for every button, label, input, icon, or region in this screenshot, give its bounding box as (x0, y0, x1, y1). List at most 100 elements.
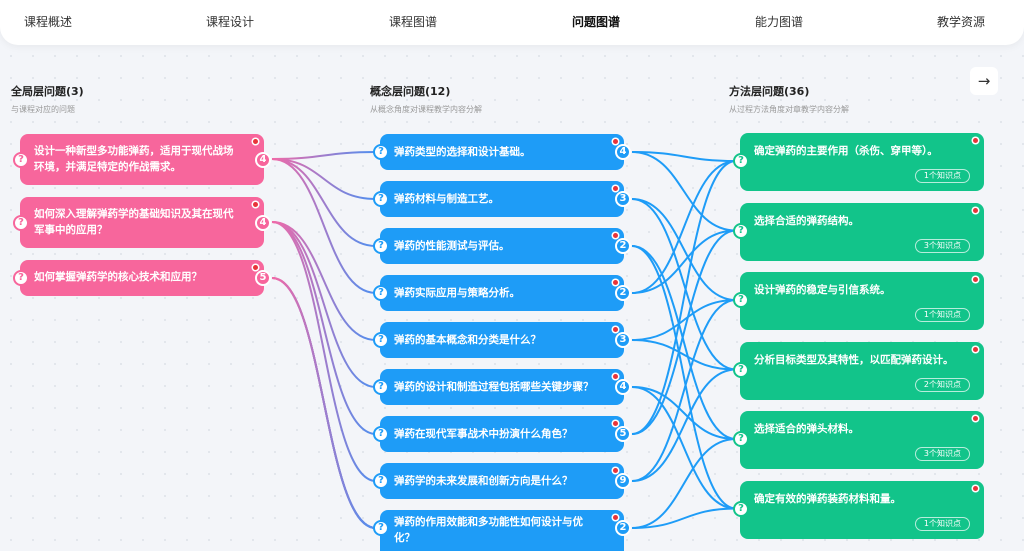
concept-question-card[interactable]: ? 弹药的作用效能和多功能性如何设计与优化？ 2 (373, 510, 631, 551)
status-dot (253, 139, 258, 144)
link-line (631, 160, 737, 435)
question-icon: ? (373, 379, 389, 395)
knowledge-point-count[interactable]: 3个知识点 (914, 447, 970, 461)
tab-question-graph[interactable]: 问题图谱 (572, 15, 621, 29)
tab-course-overview[interactable]: 课程概述 (24, 15, 73, 29)
question-icon: ? (373, 285, 389, 301)
question-text: 弹药的设计和制造过程包括哪些关键步骤？ (394, 381, 594, 393)
knowledge-point-count[interactable]: 2个知识点 (914, 377, 970, 392)
tab-course-design[interactable]: 课程设计 (206, 15, 255, 29)
link-line (631, 438, 737, 529)
link-line (631, 245, 737, 510)
child-count-badge[interactable]: 2 (615, 520, 631, 536)
child-count-badge[interactable]: 4 (255, 214, 271, 231)
link-line (271, 221, 377, 435)
concept-question-card[interactable]: ? 弹药的性能测试与评估。 2 (373, 228, 631, 264)
child-count-badge[interactable]: 3 (615, 191, 631, 207)
question-text: 弹药实际应用与策略分析。 (394, 287, 520, 299)
concept-question-card[interactable]: ? 弹药类型的选择和设计基础。 4 (373, 134, 631, 170)
question-icon: ? (373, 426, 389, 442)
link-line (631, 229, 737, 435)
link-line (631, 151, 737, 232)
link-line (631, 299, 737, 482)
question-text: 设计一种新型多功能弹药，适用于现代战场环境，并满足特定的作战需求。 (34, 145, 234, 173)
question-text: 确定有效的弹药装药材料和量。 (754, 492, 901, 505)
method-question-card[interactable]: ? 确定有效的弹药装药材料和量。 1个知识点 (733, 480, 984, 539)
question-text: 弹药类型的选择和设计基础。 (394, 146, 531, 158)
next-arrow-button[interactable]: → (970, 67, 998, 95)
knowledge-point-count[interactable]: 3个知识点 (914, 238, 970, 253)
column-title-method: 方法层问题(36) (729, 85, 810, 98)
knowledge-point-count[interactable]: 1个知识点 (914, 516, 970, 531)
link-line (631, 386, 737, 440)
question-text: 弹药在现代军事战术中扮演什么角色？ (394, 428, 573, 440)
link-line (631, 245, 737, 440)
status-dot (613, 374, 618, 379)
question-text: 弹药的性能测试与评估。 (394, 240, 510, 252)
question-text: 如何掌握弹药学的核心技术和应用？ (34, 271, 202, 283)
link-line (631, 507, 737, 529)
question-icon: ? (733, 153, 749, 169)
column-title-concept: 概念层问题(12) (370, 85, 451, 98)
question-icon: ? (733, 292, 749, 308)
concept-question-card[interactable]: ? 弹药实际应用与策略分析。 2 (373, 275, 631, 311)
method-question-card[interactable]: ? 设计弹药的稳定与引信系统。 1个知识点 (733, 272, 984, 330)
link-line (271, 221, 377, 341)
method-question-card[interactable]: ? 选择合适的弹药结构。 3个知识点 (733, 202, 984, 261)
method-question-card[interactable]: ? 确定弹药的主要作用（杀伤、穿甲等）。 1个知识点 (733, 133, 984, 191)
link-line (631, 229, 737, 294)
tab-ability-graph[interactable]: 能力图谱 (755, 15, 804, 29)
status-dot (973, 346, 978, 352)
column-title-global: 全局层问题(3) (11, 85, 84, 98)
question-icon: ? (373, 332, 389, 348)
global-question-card[interactable]: ? 如何掌握弹药学的核心技术和应用？ 5 (13, 260, 271, 296)
child-count-badge[interactable]: 2 (615, 238, 631, 254)
child-count-badge[interactable]: 4 (615, 379, 631, 395)
child-count-badge[interactable]: 4 (615, 144, 631, 160)
column-subtitle-concept: 从概念角度对课程教学内容分解 (370, 105, 482, 114)
status-dot (613, 468, 618, 473)
tab-course-graph[interactable]: 课程图谱 (389, 15, 438, 29)
child-count-badge[interactable]: 4 (255, 151, 271, 168)
knowledge-point-count[interactable]: 1个知识点 (914, 169, 970, 183)
child-count-badge[interactable]: 3 (615, 332, 631, 348)
knowledge-point-count[interactable]: 1个知识点 (914, 308, 970, 322)
concept-question-card[interactable]: ? 弹药在现代军事战术中扮演什么角色？ 5 (373, 416, 631, 452)
link-line (271, 221, 377, 388)
column-subtitle-global: 与课程对应的问题 (11, 105, 75, 114)
concept-question-card[interactable]: ? 弹药学的未来发展和创新方向是什么？ 9 (373, 463, 631, 499)
question-text: 弹药的基本概念和分类是什么？ (394, 334, 541, 346)
question-icon: ? (13, 151, 29, 168)
question-icon: ? (373, 520, 389, 536)
question-icon: ? (373, 473, 389, 489)
status-dot (613, 233, 618, 238)
child-count-badge[interactable]: 5 (255, 270, 271, 286)
status-dot (973, 416, 978, 421)
link-line (271, 158, 377, 294)
child-count-badge[interactable]: 5 (615, 426, 631, 442)
question-text: 确定弹药的主要作用（杀伤、穿甲等）。 (754, 145, 938, 157)
status-dot (973, 485, 978, 491)
status-dot (613, 280, 618, 285)
method-question-card[interactable]: ? 分析目标类型及其特性，以匹配弹药设计。 2个知识点 (733, 341, 984, 400)
question-icon: ? (733, 431, 749, 447)
column-subtitle-method: 从过程方法角度对章教学内容分解 (729, 105, 849, 114)
link-line (271, 221, 377, 482)
question-text: 设计弹药的稳定与引信系统。 (754, 284, 891, 296)
method-question-card[interactable]: ? 选择适合的弹头材料。 3个知识点 (733, 411, 984, 469)
child-count-badge[interactable]: 2 (615, 285, 631, 301)
tab-teaching-resources[interactable]: 教学资源 (937, 15, 986, 29)
question-text: 分析目标类型及其特性，以匹配弹药设计。 (754, 353, 954, 366)
concept-question-card[interactable]: ? 弹药的基本概念和分类是什么？ 3 (373, 322, 631, 358)
question-icon: ? (373, 191, 389, 207)
question-text: 选择适合的弹头材料。 (754, 423, 859, 435)
status-dot (613, 139, 618, 144)
child-count-badge[interactable]: 9 (615, 473, 631, 489)
global-question-card[interactable]: ? 如何深入理解弹药学的基础知识及其在现代军事中的应用？ 4 (13, 197, 271, 248)
concept-question-card[interactable]: ? 弹药的设计和制造过程包括哪些关键步骤？ 4 (373, 369, 631, 405)
question-text: 弹药学的未来发展和创新方向是什么？ (394, 475, 573, 487)
link-line (631, 386, 737, 510)
global-question-card[interactable]: ? 设计一种新型多功能弹药，适用于现代战场环境，并满足特定的作战需求。 4 (13, 134, 271, 185)
concept-question-card[interactable]: ? 弹药材料与制造工艺。 3 (373, 181, 631, 217)
